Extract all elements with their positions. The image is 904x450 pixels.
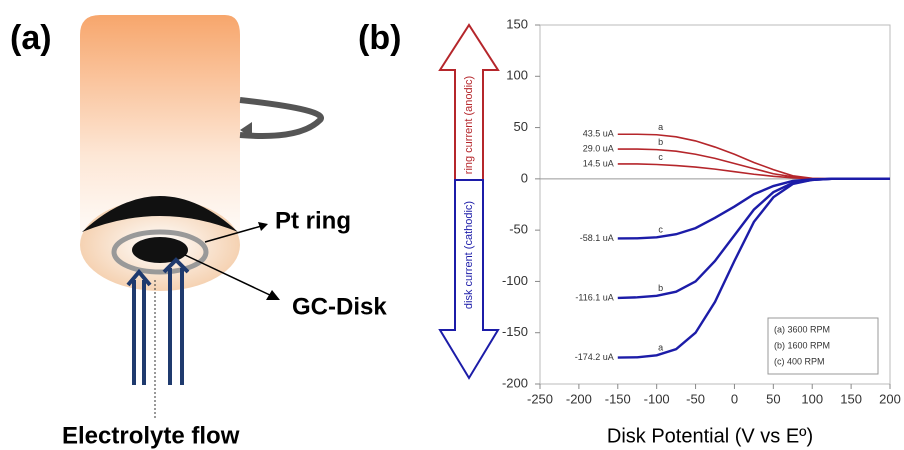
start-label: 43.5 uA xyxy=(583,129,614,139)
y-tick-label: -100 xyxy=(502,273,528,288)
x-axis-label: Disk Potential (V vs Eº) xyxy=(607,425,813,447)
curve-letter: b xyxy=(658,137,663,147)
curve-letter: c xyxy=(658,225,663,235)
rotation-arrow xyxy=(240,100,321,136)
start-label: -58.1 uA xyxy=(580,233,614,243)
x-tick-label: 100 xyxy=(801,391,823,406)
panel-label: (a) xyxy=(10,19,52,57)
x-tick-label: 150 xyxy=(840,391,862,406)
x-tick-label: 0 xyxy=(731,391,738,406)
curve-letter: a xyxy=(658,122,663,132)
panel-label: (b) xyxy=(358,19,401,57)
y-tick-label: -200 xyxy=(502,375,528,390)
curve-letter: b xyxy=(658,283,663,293)
arrow-label: ring current (anodic) xyxy=(463,76,475,174)
x-tick-label: 50 xyxy=(766,391,780,406)
series-line xyxy=(618,179,890,298)
y-tick-label: 50 xyxy=(514,119,528,134)
legend-note: (a) 3600 RPM xyxy=(774,324,830,334)
series-line xyxy=(618,164,890,179)
y-tick-label: 150 xyxy=(506,16,528,31)
flow-label: Electrolyte flow xyxy=(62,422,240,449)
y-tick-label: 100 xyxy=(506,68,528,83)
y-tick-label: -150 xyxy=(502,324,528,339)
curve-letter: a xyxy=(658,343,663,353)
y-tick-label: 0 xyxy=(521,170,528,185)
page: (a) Pt ring GC-Disk Electrolyte flow (b)… xyxy=(0,0,904,450)
x-tick-label: -150 xyxy=(605,391,631,406)
x-tick-label: -50 xyxy=(686,391,705,406)
disk-pointer-head xyxy=(266,290,280,300)
legend-note: (c) 400 RPM xyxy=(774,356,825,366)
x-tick-label: -100 xyxy=(644,391,670,406)
start-label: 29.0 uA xyxy=(583,143,614,153)
gc-disk xyxy=(132,237,188,263)
arrow-label: disk current (cathodic) xyxy=(463,201,475,309)
x-tick-label: -250 xyxy=(527,391,553,406)
figure: (a) Pt ring GC-Disk Electrolyte flow (b)… xyxy=(0,0,904,450)
start-label: 14.5 uA xyxy=(583,158,614,168)
legend-note: (b) 1600 RPM xyxy=(774,340,830,350)
y-tick-label: -50 xyxy=(509,222,528,237)
ring-label: Pt ring xyxy=(275,207,351,234)
x-tick-label: -200 xyxy=(566,391,592,406)
disk-label: GC-Disk xyxy=(292,293,387,320)
start-label: -174.2 uA xyxy=(575,352,614,362)
start-label: -116.1 uA xyxy=(575,292,613,302)
curve-letter: c xyxy=(658,152,663,162)
x-tick-label: 200 xyxy=(879,391,901,406)
ring-pointer-head xyxy=(258,222,268,231)
